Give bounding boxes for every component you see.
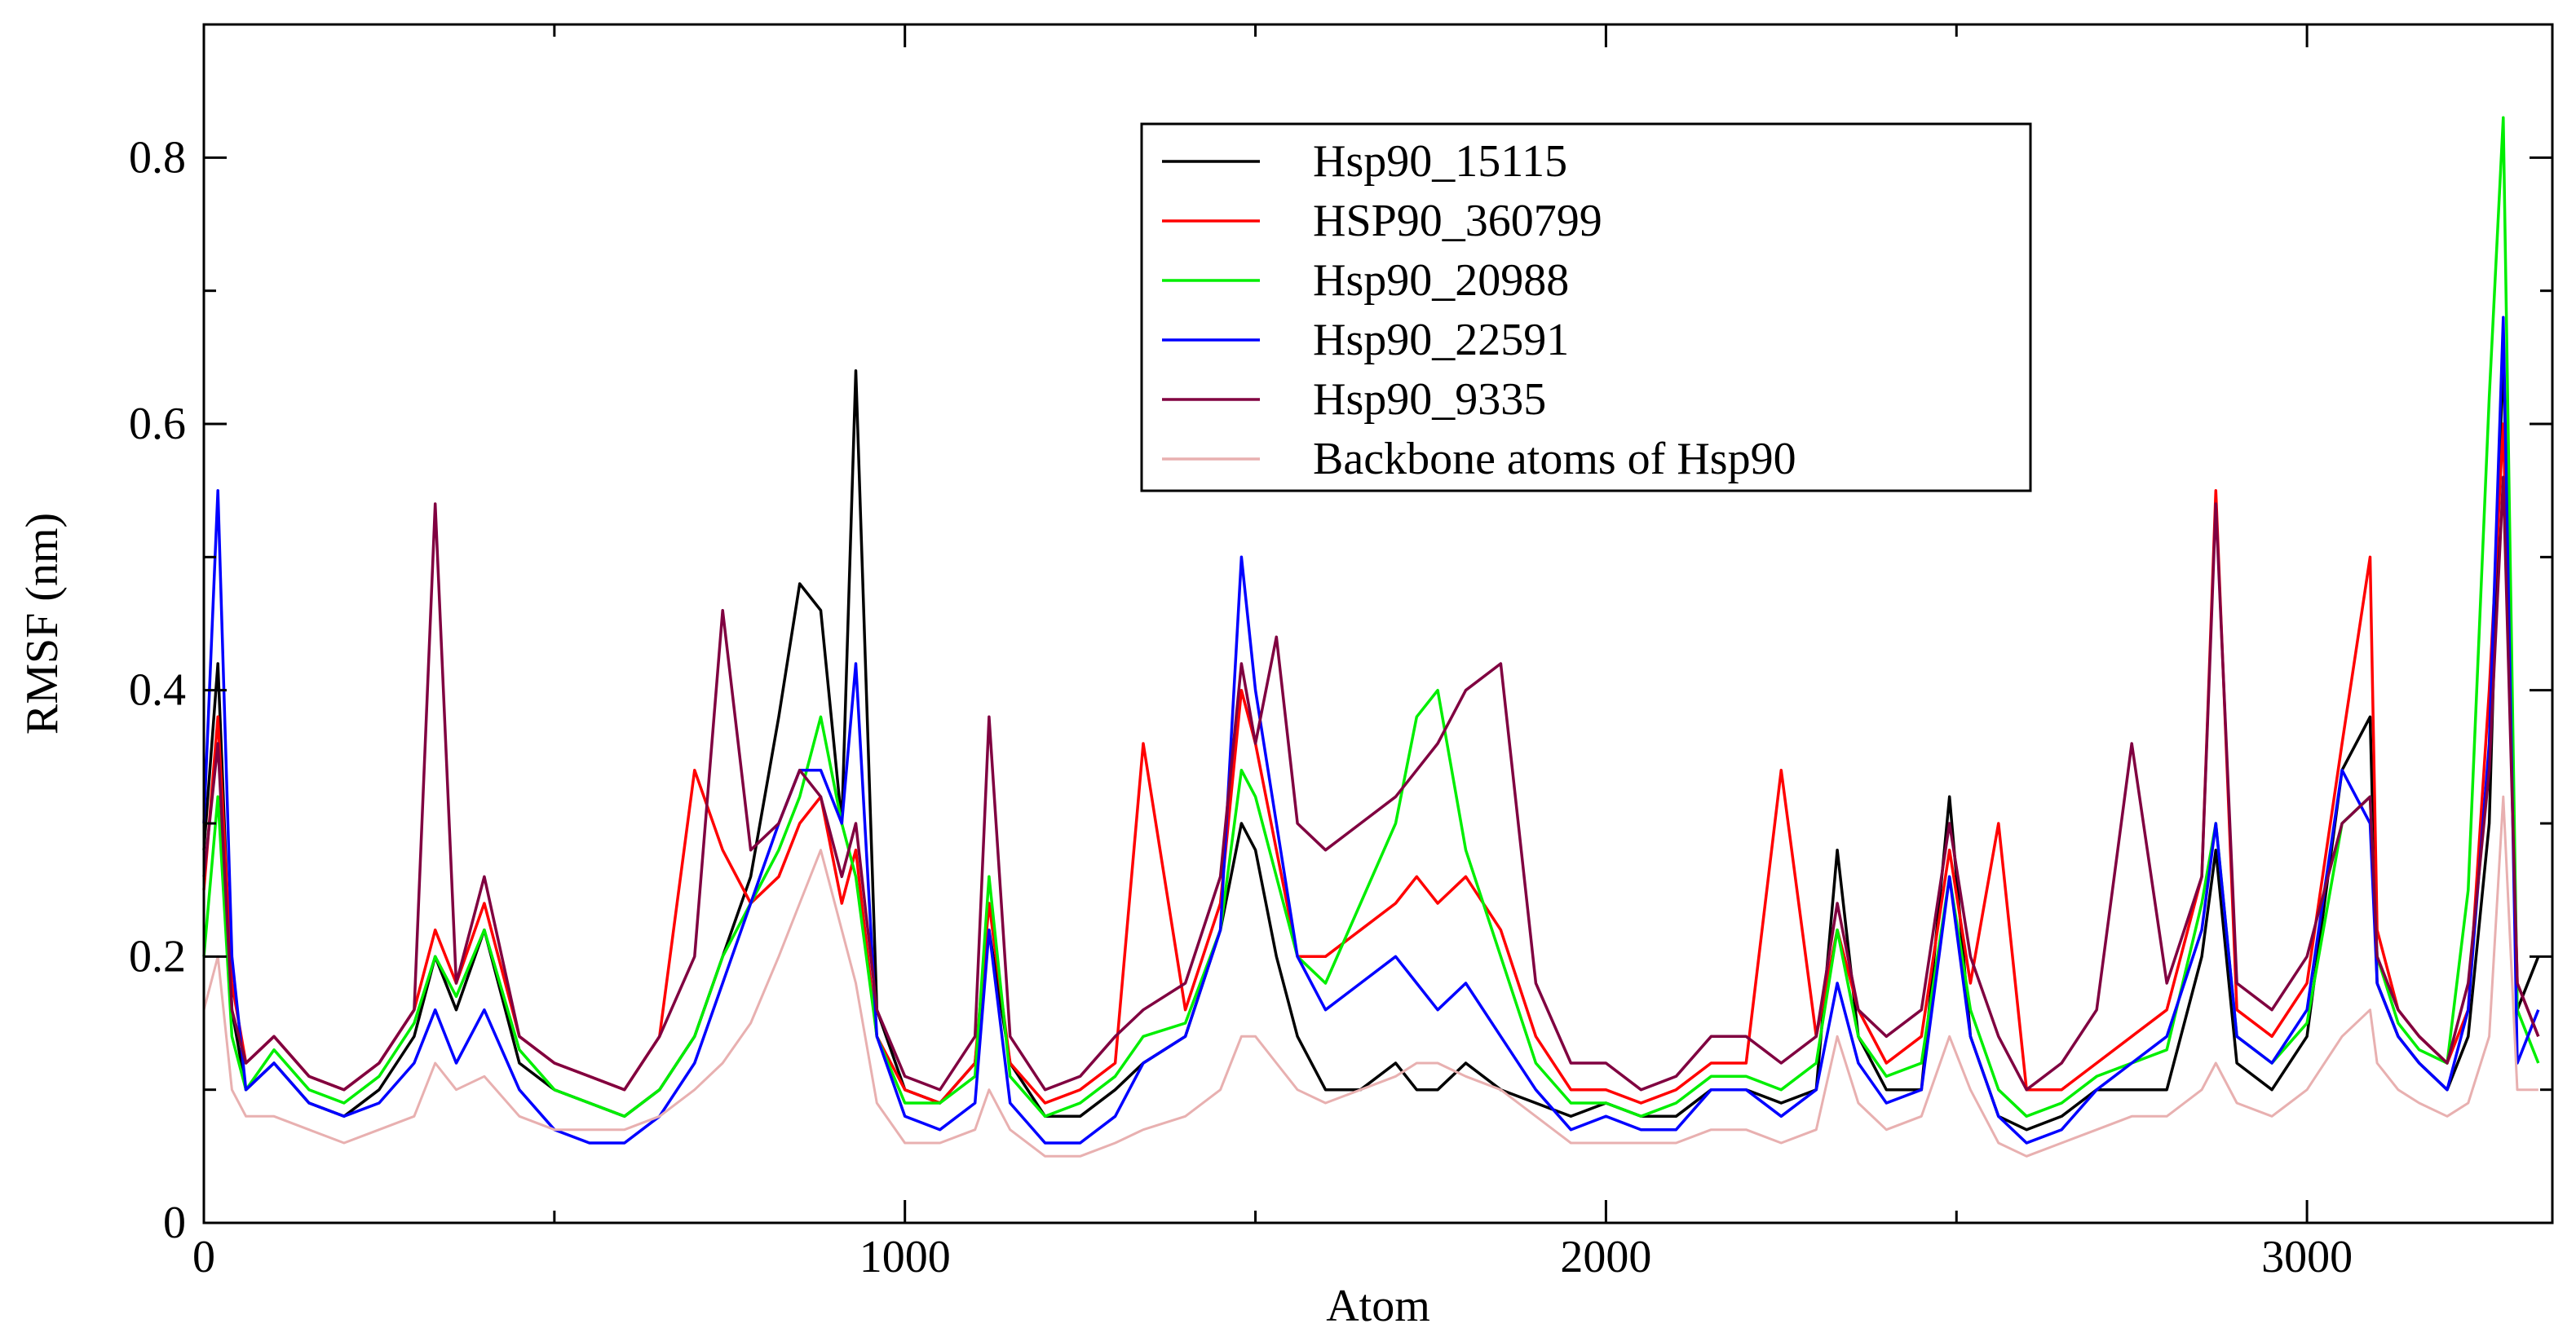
legend-label: Hsp90_15115 xyxy=(1313,136,1567,187)
x-tick-label: 2000 xyxy=(1560,1232,1651,1282)
x-tick-label: 1000 xyxy=(859,1232,951,1282)
series-line-4 xyxy=(202,315,2540,1145)
x-axis-label: Atom xyxy=(1326,1281,1430,1331)
tick-layer: 0 1000 2000 3000 0 0.2 0.4 0.6 0.8 xyxy=(129,24,2552,1282)
y-tick-label: 0.8 xyxy=(129,132,186,183)
legend-label: Hsp90_9335 xyxy=(1313,374,1546,425)
series-layer xyxy=(202,116,2540,1158)
legend-label: HSP90_360799 xyxy=(1313,196,1602,246)
legend-label: Hsp90_22591 xyxy=(1313,315,1569,365)
y-tick-label: 0.6 xyxy=(129,399,186,449)
legend-entries: Hsp90_15115 HSP90_360799 Hsp90_20988 Hsp90_… xyxy=(1162,136,1796,484)
series-line-5 xyxy=(202,475,2540,1092)
plot-frame xyxy=(202,23,2554,1224)
series-line-6 xyxy=(202,795,2538,1158)
legend-box xyxy=(1140,122,2032,492)
y-tick-label: 0.4 xyxy=(129,665,186,716)
legend-label: Hsp90_20988 xyxy=(1313,255,1569,306)
x-tick-label: 0 xyxy=(192,1232,215,1282)
x-tick-label: 3000 xyxy=(2261,1232,2353,1282)
y-axis-label: RMSF (nm) xyxy=(17,513,68,735)
y-tick-label: 0 xyxy=(163,1198,186,1248)
y-tick-label: 0.2 xyxy=(129,931,186,982)
legend: Hsp90_15115 HSP90_360799 Hsp90_20988 Hsp90_… xyxy=(1140,122,2032,492)
legend-label: Backbone atoms of Hsp90 xyxy=(1313,434,1796,484)
